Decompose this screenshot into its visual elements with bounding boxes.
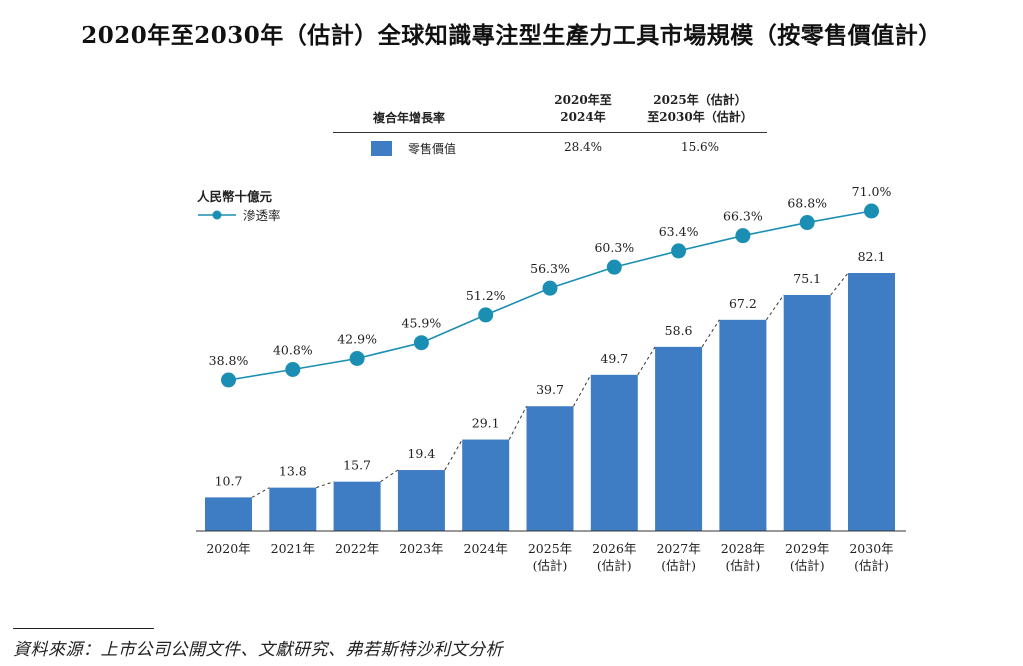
bar-value-label: 39.7 [536,382,564,397]
bar-connector [765,294,785,321]
line-legend-label: 滲透率 [243,208,281,223]
bar-connector [701,319,720,348]
penetration-point [285,362,301,378]
penetration-label: 45.9% [402,316,442,331]
bar [269,487,317,531]
bar-connector [444,439,463,471]
cagr-col2-header: 2025年（估計） 至2030年（估計） [633,92,767,126]
x-tick-label: 2029年 [785,541,829,556]
cagr-col2-header-line2: 至2030年（估計） [647,110,753,124]
bar-connector [637,346,656,376]
chart-title: 2020年至2030年（估計）全球知識專注型生產力工具市場規模（按零售價值計） [81,22,942,49]
bar-connector [251,487,270,498]
x-tick-label: 2020年 [206,541,250,556]
bar-connector [316,481,334,489]
bar [719,319,767,531]
source-divider [13,628,154,629]
line-legend-marker-icon [198,210,236,219]
cagr-col2-header-line1: 2025年（估計） [653,93,747,107]
penetration-point [606,259,622,275]
bar-connector [573,374,592,407]
x-tick-label: 2021年 [271,541,315,556]
penetration-label: 68.8% [787,196,827,211]
unit-label: 人民幣十億元 [197,189,273,204]
penetration-label: 40.8% [273,343,313,358]
bar-connector [830,272,849,296]
bar-value-label: 13.8 [279,464,307,479]
bar [397,470,445,531]
bar-value-label: 58.6 [665,323,693,338]
penetration-point [221,372,236,388]
x-tick-label-sub: (估計) [533,558,568,573]
line-legend: 滲透率 [197,205,281,224]
x-tick-label: 2024年 [464,541,508,556]
x-tick-label: 2026年 [592,541,636,556]
penetration-label: 51.2% [466,288,506,303]
bar-value-label: 19.4 [407,446,435,461]
x-tick-label: 2025年 [528,541,572,556]
penetration-label: 71.0% [852,184,892,199]
source-note: 資料來源：上市公司公開文件、文獻研究、弗若斯特沙利文分析 [13,640,503,660]
cagr-col1-header-line1: 2020年至 [554,93,612,107]
penetration-label: 56.3% [530,261,570,276]
penetration-point [799,215,815,231]
bar-value-label: 67.2 [729,296,757,311]
penetration-point [735,228,751,244]
x-tick-label-sub: (估計) [790,558,825,573]
penetration-point [542,280,558,296]
bar-legend-swatch [371,141,392,156]
penetration-point [478,307,494,323]
bar-value-label: 75.1 [793,271,821,286]
cagr-header-label: 複合年增長率 [373,111,446,125]
x-tick-label: 2022年 [335,541,379,556]
cagr-row-label: 零售價值 [408,142,457,156]
bar-connector [508,406,527,440]
penetration-point [671,243,687,259]
cagr-row-value2: 15.6% [680,140,720,154]
penetration-label: 42.9% [337,331,377,346]
penetration-label: 66.3% [723,209,763,224]
x-tick-label-sub: (估計) [854,558,889,573]
bar [590,374,638,531]
bar-value-label: 29.1 [472,416,500,431]
x-tick-label: 2030年 [849,541,893,556]
bar-connector [380,469,399,483]
bar [462,439,510,531]
bar [526,406,574,531]
bar [205,497,252,531]
x-tick-label-sub: (估計) [726,558,761,573]
bar [783,294,831,531]
penetration-label: 38.8% [209,353,249,368]
x-tick-label: 2028年 [721,541,765,556]
penetration-label: 60.3% [594,240,634,255]
x-tick-label-sub: (估計) [661,558,696,573]
cagr-col1-header-line2: 2024年 [560,110,606,124]
bar [333,481,381,531]
penetration-point [864,203,879,219]
penetration-point [349,350,365,366]
bar [655,346,703,531]
x-tick-label-sub: (估計) [597,558,632,573]
bar-value-label: 49.7 [600,351,628,366]
cagr-col1-header: 2020年至 2024年 [539,92,627,126]
bar-value-label: 15.7 [343,458,371,473]
x-tick-label: 2027年 [656,541,700,556]
bar-value-label: 82.1 [858,249,886,264]
cagr-table: 複合年增長率 2020年至 2024年 2025年（估計） 至2030年（估計）… [333,88,767,163]
cagr-row-value1: 28.4% [563,140,603,154]
bar [848,273,895,531]
penetration-label: 63.4% [659,224,699,239]
cagr-table-row: 零售價值 28.4% 15.6% [333,133,767,163]
x-tick-label: 2023年 [399,541,443,556]
cagr-table-header: 複合年增長率 2020年至 2024年 2025年（估計） 至2030年（估計） [333,88,767,133]
bar-value-label: 10.7 [215,473,243,488]
penetration-point [413,335,429,351]
